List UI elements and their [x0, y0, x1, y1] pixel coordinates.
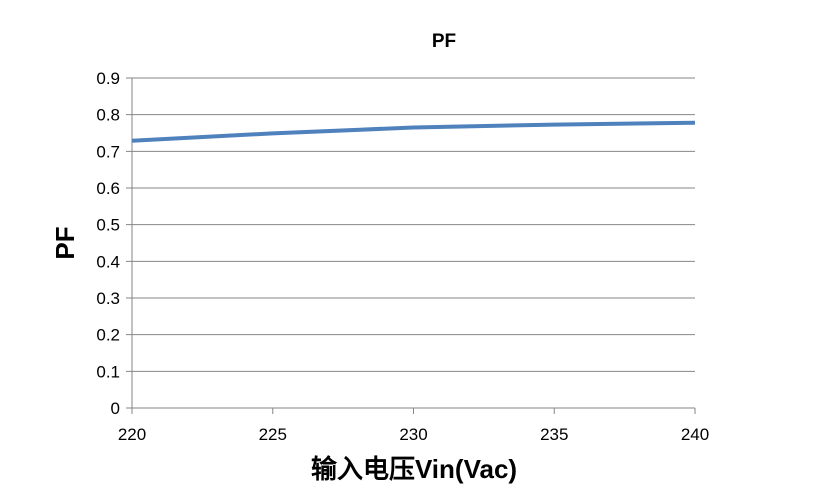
- series-line: [131, 120, 696, 143]
- x-axis-label: 输入电压Vin(Vac): [311, 454, 517, 484]
- y-tick-label: 0.1: [96, 362, 120, 381]
- x-tick-label: 235: [540, 425, 568, 444]
- y-tick-label: 0.9: [96, 69, 120, 88]
- chart-title: PF: [432, 31, 456, 52]
- y-tick-label: 0.2: [96, 326, 120, 345]
- x-tick-label: 220: [118, 425, 146, 444]
- y-tick-label: 0.8: [96, 106, 120, 125]
- y-tick-label: 0.6: [96, 179, 120, 198]
- y-tick-label: 0: [111, 399, 120, 418]
- y-tick-label: 0.7: [96, 142, 120, 161]
- x-tick-label: 230: [399, 425, 427, 444]
- y-tick-label: 0.5: [96, 216, 120, 235]
- y-axis-label: PF: [50, 226, 80, 259]
- x-tick-label: 240: [681, 425, 709, 444]
- y-tick-label: 0.3: [96, 289, 120, 308]
- x-tick-label: 225: [259, 425, 287, 444]
- y-tick-label: 0.4: [96, 252, 120, 271]
